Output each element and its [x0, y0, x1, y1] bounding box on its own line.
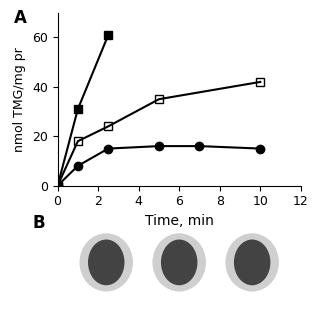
Ellipse shape: [79, 233, 133, 292]
Ellipse shape: [88, 239, 124, 285]
Text: A: A: [14, 9, 27, 27]
Y-axis label: nmol TMG/mg pr: nmol TMG/mg pr: [13, 47, 27, 152]
Ellipse shape: [152, 233, 206, 292]
Ellipse shape: [161, 239, 197, 285]
Text: B: B: [32, 214, 44, 232]
Ellipse shape: [225, 233, 279, 292]
X-axis label: Time, min: Time, min: [145, 214, 214, 228]
Ellipse shape: [234, 239, 270, 285]
